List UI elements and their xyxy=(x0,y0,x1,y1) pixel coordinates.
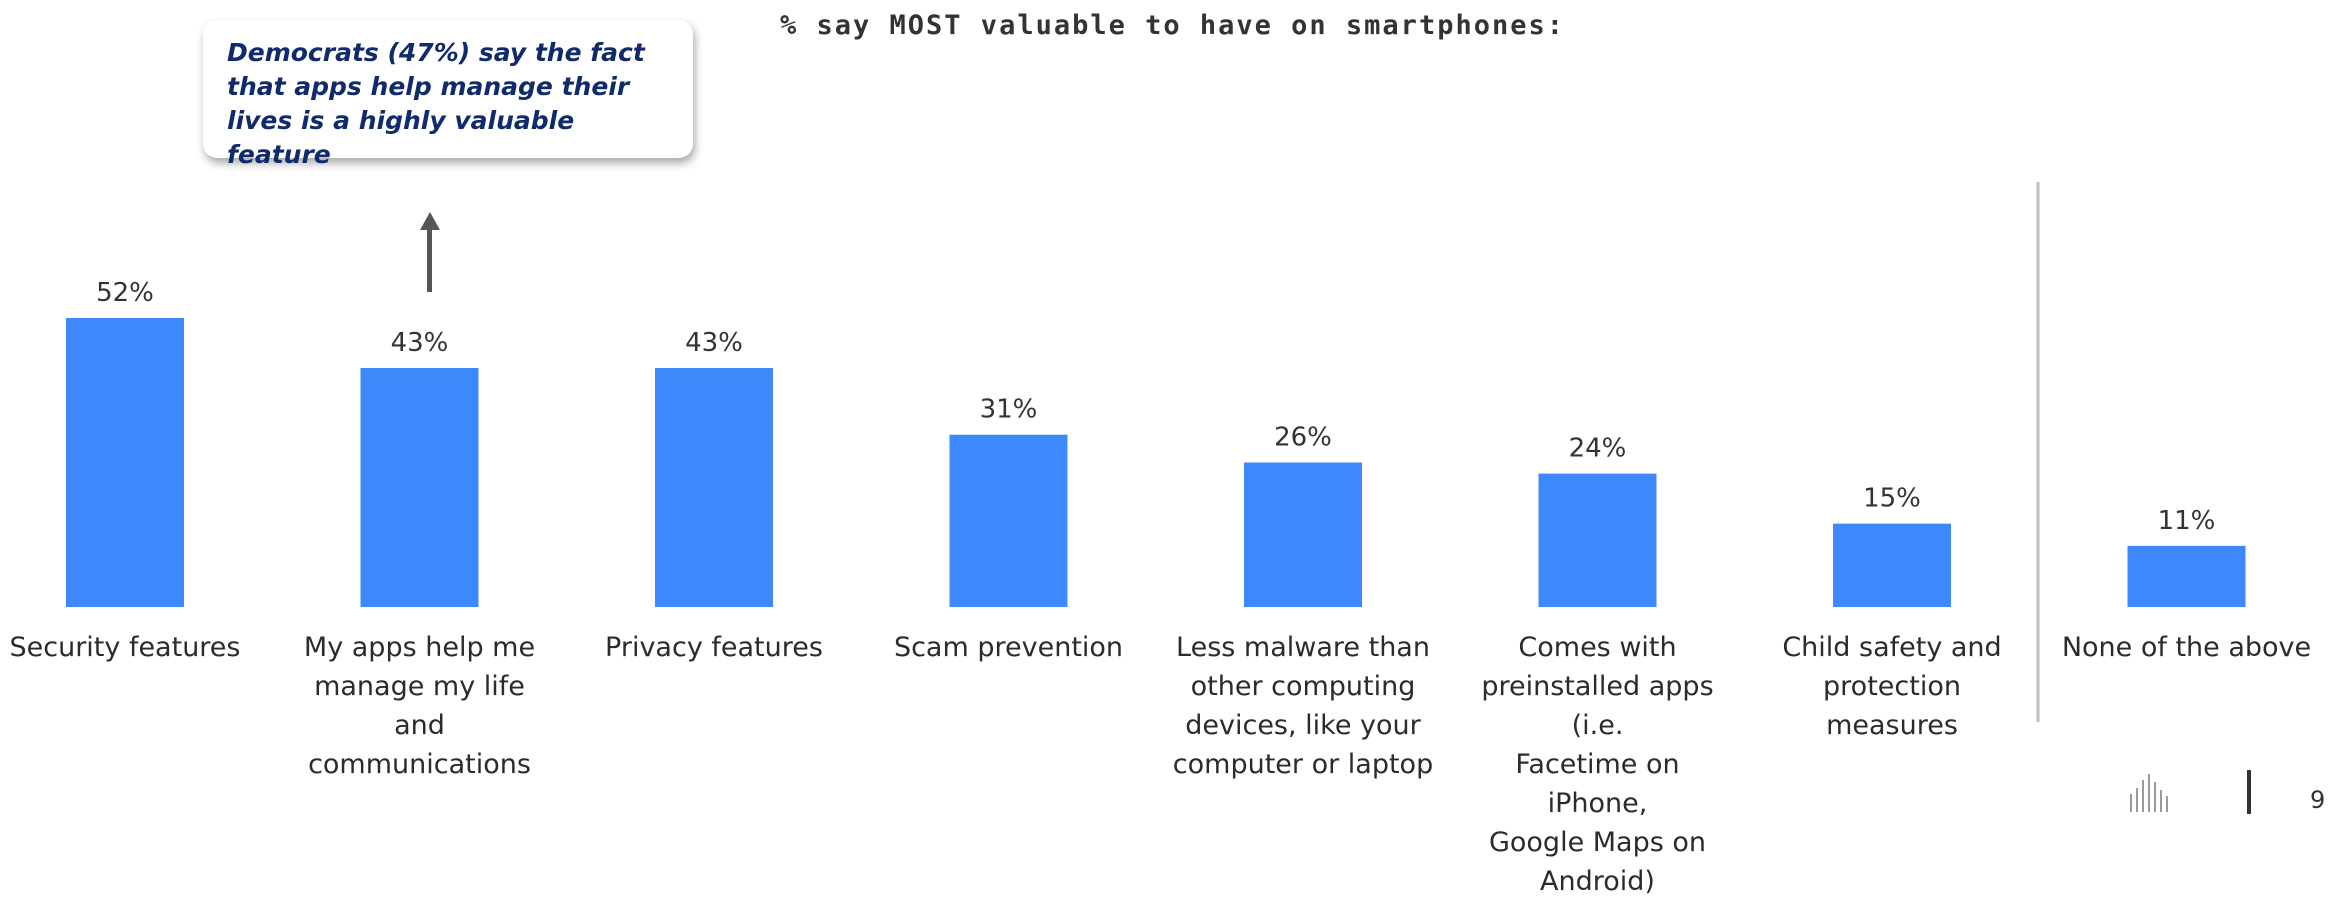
data-label-7: 15% xyxy=(1863,484,1921,514)
category-label-line: My apps help me xyxy=(303,632,536,663)
category-label-line: Child safety and xyxy=(1782,632,2002,663)
bar-4 xyxy=(949,434,1068,607)
category-label-line: Google Maps on xyxy=(1488,827,1707,858)
chart-title: % say MOST valuable to have on smartphon… xyxy=(780,10,1565,41)
bar-6 xyxy=(1538,473,1657,607)
data-label-2: 43% xyxy=(391,328,449,358)
data-label-5: 26% xyxy=(1274,423,1332,453)
category-label-line: devices, like your xyxy=(1185,710,1421,741)
category-label-line: preinstalled apps (i.e. xyxy=(1481,671,1714,741)
bar-8 xyxy=(2127,545,2246,607)
category-label-line: Scam prevention xyxy=(893,632,1124,663)
category-label-line: None of the above xyxy=(2061,632,2312,663)
logo-icon xyxy=(2130,774,2168,812)
category-label-2: My apps help me manage my life and communi… xyxy=(286,628,554,784)
callout-box: Democrats (47%) say the fact that apps h… xyxy=(203,20,693,169)
data-label-3: 43% xyxy=(685,328,743,358)
category-label-line: other computing xyxy=(1190,671,1416,702)
data-label-1: 52% xyxy=(96,278,154,308)
category-label-4: Scam prevention xyxy=(875,628,1143,667)
category-label-line: computer or laptop xyxy=(1172,749,1434,780)
category-label-line: Facetime on iPhone, xyxy=(1515,749,1680,819)
bar-5 xyxy=(1244,462,1362,607)
category-label-6: Comes with preinstalled apps (i.e. Facetim… xyxy=(1464,628,1732,901)
arrow-shaft xyxy=(427,228,432,292)
footer-divider xyxy=(2247,770,2251,814)
data-label-8: 11% xyxy=(2158,506,2216,536)
category-label-line: Android) xyxy=(1540,866,1655,897)
category-label-5: Less malware than other computing devices,… xyxy=(1169,628,1437,784)
category-label-line: Security features xyxy=(9,632,241,663)
bar-2 xyxy=(360,368,479,607)
category-label-line: Comes with xyxy=(1518,632,1677,663)
category-label-8: None of the above xyxy=(2053,628,2321,667)
bar-chart: 52% 43% 43% 31% 26% 24% 15% 11% xyxy=(66,182,2246,722)
callout-line-2: that apps help manage their xyxy=(227,72,630,101)
bar-7 xyxy=(1833,523,1951,607)
page-number: 9 xyxy=(2310,786,2326,814)
category-label-7: Child safety and protection measures xyxy=(1758,628,2026,745)
data-label-6: 24% xyxy=(1569,434,1627,464)
category-label-1: Security features xyxy=(0,628,259,667)
bar-1 xyxy=(66,318,184,607)
category-label-line: protection measures xyxy=(1823,671,1961,741)
category-label-line: communications xyxy=(308,749,531,780)
callout-line-3: lives is a highly valuable feature xyxy=(227,106,575,169)
category-label-line: Less malware than xyxy=(1176,632,1430,663)
bar-3 xyxy=(655,368,773,607)
callout-line-1: Democrats (47%) say the fact xyxy=(227,38,645,67)
category-label-3: Privacy features xyxy=(580,628,848,667)
arrow-up-icon xyxy=(420,212,440,230)
category-label-line: manage my life and xyxy=(314,671,525,741)
category-label-line: Privacy features xyxy=(605,632,823,663)
data-label-4: 31% xyxy=(980,395,1038,425)
